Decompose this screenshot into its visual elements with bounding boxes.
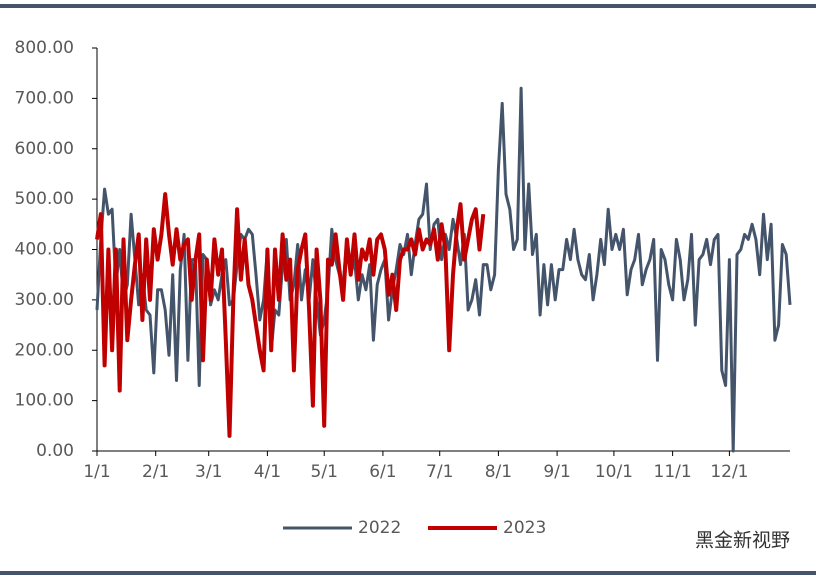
x-tick-label: 12/1 [710,462,748,482]
y-tick-label: 600.00 [15,139,74,159]
y-tick-label: 100.00 [15,391,74,411]
y-tick-label: 200.00 [15,340,74,360]
series-line [95,192,486,438]
x-tick-label: 1/1 [83,462,110,482]
x-tick-label: 2/1 [142,462,169,482]
x-tick-label: 3/1 [195,462,222,482]
x-tick-label: 5/1 [311,462,338,482]
y-tick-label: 500.00 [15,189,74,209]
x-tick-label: 9/1 [543,462,570,482]
legend-label: 2023 [503,518,546,538]
x-tick-label: 8/1 [485,462,512,482]
y-tick-label: 300.00 [15,290,74,310]
x-tick-label: 7/1 [426,462,453,482]
legend-label: 2022 [358,518,401,538]
x-tick-label: 11/1 [654,462,692,482]
top-frame [0,4,816,8]
x-tick-label: 4/1 [254,462,281,482]
bottom-frame [0,571,816,575]
y-tick-label: 800.00 [15,38,74,58]
watermark: 黑金新视野 [695,530,790,552]
x-tick-label: 6/1 [369,462,396,482]
x-tick-label: 10/1 [595,462,633,482]
y-tick-label: 400.00 [15,240,74,260]
y-tick-label: 700.00 [15,88,74,108]
y-tick-label: 0.00 [36,441,74,461]
